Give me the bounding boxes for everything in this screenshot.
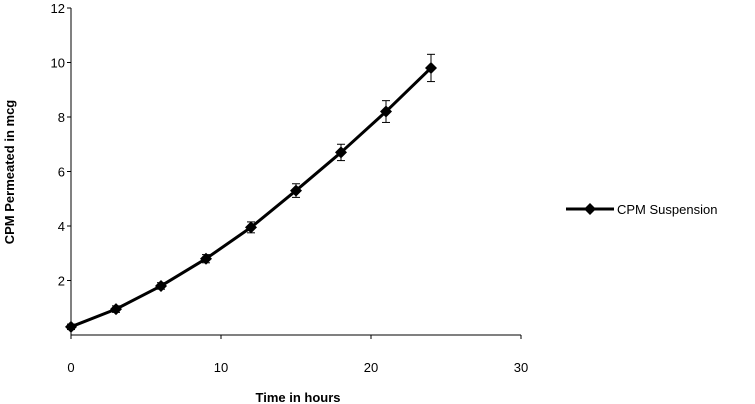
x-tick-label: 10 <box>214 360 228 375</box>
x-tick-label: 30 <box>514 360 528 375</box>
y-tick-label: 4 <box>58 219 65 234</box>
plot-area <box>65 53 437 333</box>
data-point-marker <box>380 105 392 118</box>
x-axis-title: Time in hours <box>256 390 341 404</box>
data-point-marker <box>425 61 437 74</box>
y-axis-ticks: 2 4 6 8 10 12 <box>51 1 71 289</box>
series-line <box>70 66 433 329</box>
legend: CPM Suspension <box>566 202 717 217</box>
data-point-marker <box>110 303 122 316</box>
data-point-marker <box>335 146 347 159</box>
x-axis-ticks: 0 10 20 30 <box>67 335 528 375</box>
y-axis-title: CPM Permeated in mcg <box>2 100 17 245</box>
y-tick-label: 8 <box>58 110 65 125</box>
data-point-marker <box>290 184 302 197</box>
legend-marker-diamond <box>584 203 596 215</box>
data-point-marker <box>155 279 167 292</box>
legend-label: CPM Suspension <box>617 202 717 217</box>
y-tick-label: 2 <box>58 274 65 289</box>
x-tick-label: 20 <box>364 360 378 375</box>
y-tick-label: 12 <box>51 1 65 16</box>
y-tick-label: 6 <box>58 165 65 180</box>
data-point-marker <box>200 252 212 265</box>
y-tick-label: 10 <box>51 56 65 71</box>
data-point-marker <box>245 221 257 234</box>
x-tick-label: 0 <box>67 360 74 375</box>
